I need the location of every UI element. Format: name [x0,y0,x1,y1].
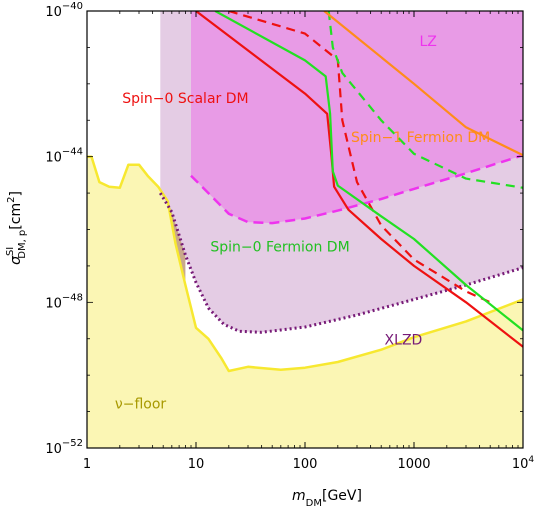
y-tick-label: 10−48 [45,292,83,311]
tick-labels-layer: 1 10 100 1000 104 10−52 10−48 10−44 10−40 [45,1,534,472]
lz-line [190,154,523,225]
y-axis-label: σSIDM, p[cm2] [5,191,28,265]
fermion1-solid-line [323,11,523,157]
lz-region [191,11,523,224]
x-tick-label: 1 [83,457,91,472]
ticks-layer [86,10,524,449]
plot-area [87,11,523,448]
fermion1-label: Spin−1 Fermion DM [351,130,490,146]
x-tick-label: 104 [512,455,535,472]
neutrino-floor-line [87,155,523,373]
nu-floor-label: ν−floor [115,397,167,413]
lz-label: LZ [420,34,437,50]
fermion0-dashed-line [327,11,523,189]
neutrino-floor-region [87,156,523,448]
y-tick-label: 10−40 [45,1,83,20]
annotations-layer: LZ Spin−0 Scalar DM Spin−1 Fermion DM Spin−… [115,34,490,413]
scalar-label: Spin−0 Scalar DM [122,91,248,107]
x-tick-label: 100 [293,457,318,472]
x-tick-label: 10 [188,457,205,472]
y-tick-label: 10−44 [45,147,83,166]
scalar-solid-line [195,11,523,348]
fermion0-label: Spin−0 Fermion DM [210,239,349,255]
regions-layer [87,11,523,448]
y-tick-label: 10−52 [45,438,83,457]
x-axis-label: mDM[GeV] [292,488,362,508]
series-layer [87,11,523,373]
fermion0-solid-line [214,11,523,332]
scalar-dashed-line [228,11,491,304]
xlzd-label: XLZD [385,332,423,348]
x-tick-label: 1000 [397,457,430,472]
